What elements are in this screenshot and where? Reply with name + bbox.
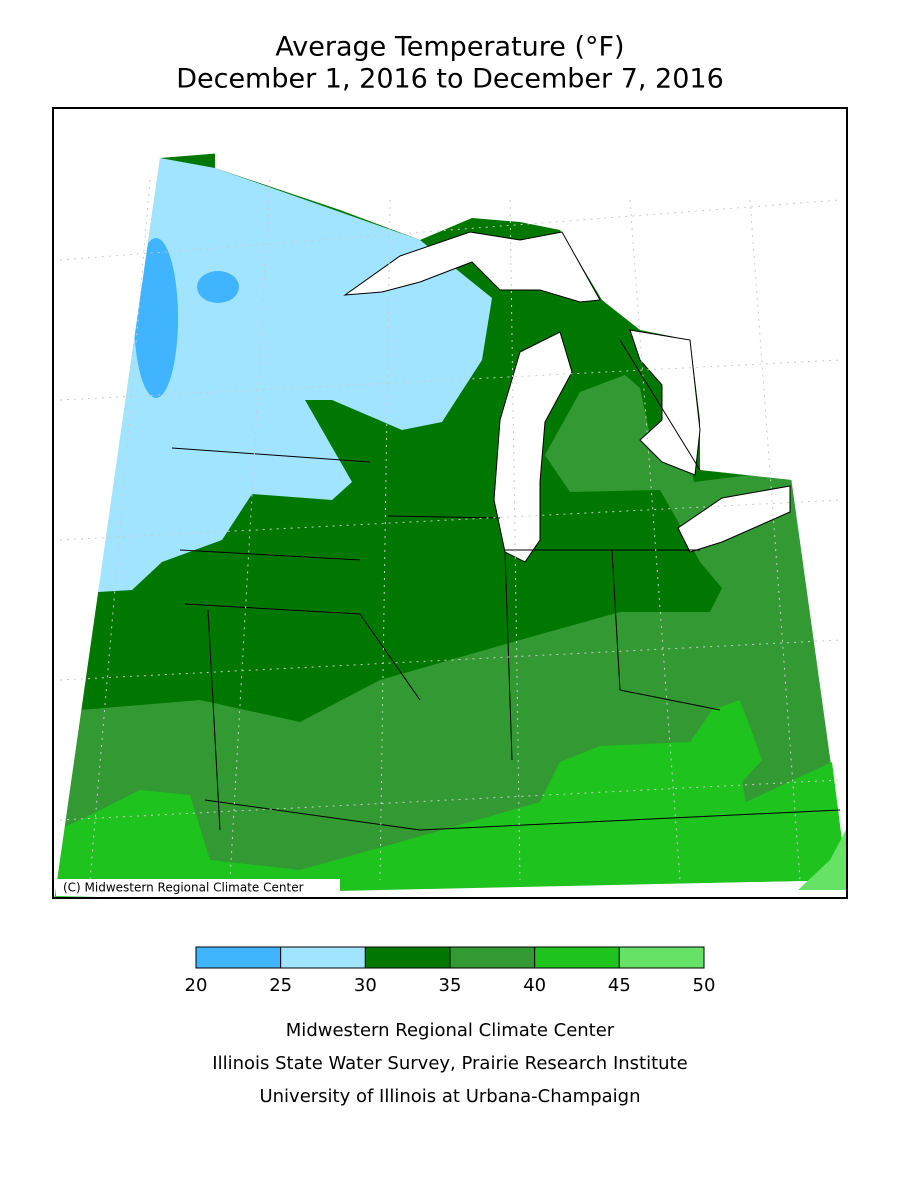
lake-superior (343, 231, 601, 303)
footer-line: Midwestern Regional Climate Center (286, 1020, 615, 1041)
legend-tick-label: 45 (608, 975, 631, 996)
lake-michigan (493, 331, 573, 563)
legend-swatch (364, 946, 451, 969)
legend-swatch (618, 946, 705, 969)
legend-swatch (449, 946, 536, 969)
state-border (171, 339, 841, 831)
legend: 20 25 30 35 40 45 50 (185, 946, 716, 996)
legend-tick-label: 35 (439, 975, 462, 996)
title: Average Temperature (°F) (275, 32, 624, 63)
grid (59, 179, 841, 881)
region (134, 238, 178, 398)
copyright: (C) Midwestern Regional Climate Center (63, 881, 304, 895)
legend-swatch (195, 946, 282, 969)
outside (53, 108, 160, 898)
region (197, 271, 239, 303)
canada (215, 108, 847, 501)
region (53, 700, 847, 897)
lake-erie (677, 485, 791, 553)
map-frame (52, 107, 848, 899)
copyright-box (56, 879, 340, 896)
legend-swatch (534, 946, 620, 969)
footer-line: Illinois State Water Survey, Prairie Res… (212, 1053, 687, 1074)
legend-tick-label: 40 (523, 975, 546, 996)
legend-tick-label: 30 (354, 975, 377, 996)
footer-line: University of Illinois at Urbana-Champai… (259, 1086, 640, 1107)
map (53, 108, 847, 898)
legend-tick-label: 25 (269, 975, 292, 996)
legend-swatch (280, 946, 366, 969)
legend-tick-label: 50 (693, 975, 716, 996)
region (798, 828, 847, 890)
subtitle: December 1, 2016 to December 7, 2016 (176, 64, 724, 95)
legend-tick-label: 20 (185, 975, 208, 996)
